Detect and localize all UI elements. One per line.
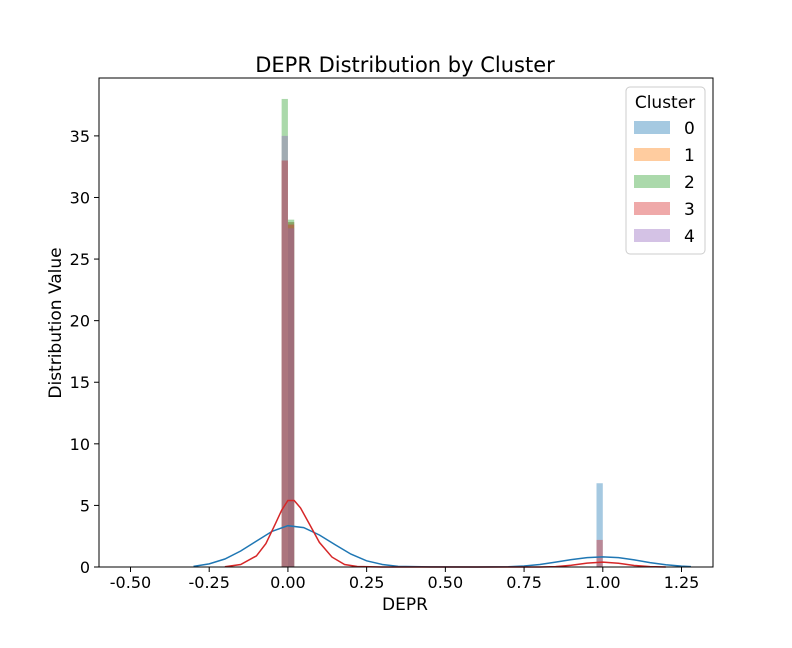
bar-cluster-0-0 bbox=[287, 222, 295, 568]
bar-cluster-1-1 bbox=[287, 222, 295, 568]
y-tick-label: 25 bbox=[70, 250, 90, 269]
bar-cluster-2-0 bbox=[281, 98, 288, 567]
y-tick-label: 35 bbox=[70, 127, 90, 146]
bar-cluster-2-1 bbox=[287, 219, 295, 567]
y-tick-label: 0 bbox=[80, 558, 90, 577]
bar-cluster-4-0 bbox=[281, 135, 288, 567]
bar-cluster-1-0 bbox=[281, 160, 288, 568]
legend-swatch-1 bbox=[634, 148, 670, 161]
legend-items: 0 1 2 3 4 bbox=[634, 119, 695, 247]
x-axis: -0.50 -0.25 0.00 0.25 0.50 0.75 1.00 1.25 bbox=[110, 567, 700, 592]
x-tick-label: 0.75 bbox=[506, 573, 542, 592]
legend-swatch-3 bbox=[634, 202, 670, 215]
y-tick-label: 5 bbox=[80, 496, 90, 515]
bar-cluster-3-2 bbox=[596, 539, 603, 567]
x-tick-label: 1.00 bbox=[585, 573, 621, 592]
y-tick-label: 20 bbox=[70, 312, 90, 331]
x-tick-label: 0.50 bbox=[428, 573, 464, 592]
y-axis: 0 5 10 15 20 25 30 35 bbox=[70, 127, 99, 577]
x-tick-label: -0.50 bbox=[110, 573, 151, 592]
legend-label-0: 0 bbox=[684, 119, 695, 139]
axes-frame bbox=[98, 77, 714, 568]
bars-layer bbox=[281, 98, 603, 568]
y-tick-label: 10 bbox=[70, 435, 90, 454]
legend-swatch-4 bbox=[634, 229, 670, 242]
bar-cluster-3-0 bbox=[281, 160, 288, 568]
kde-line-cluster-3 bbox=[224, 499, 666, 568]
bar-cluster-3-1 bbox=[287, 224, 295, 567]
legend-title: Cluster bbox=[635, 93, 695, 113]
legend-label-1: 1 bbox=[684, 146, 695, 166]
legend-label-4: 4 bbox=[684, 227, 695, 247]
x-tick-label: 0.25 bbox=[349, 573, 385, 592]
y-axis-label: Distribution Value bbox=[46, 247, 66, 398]
x-tick-label: 0.00 bbox=[270, 573, 306, 592]
bar-cluster-4-1 bbox=[287, 228, 295, 567]
y-tick-label: 30 bbox=[70, 188, 90, 207]
x-tick-label: 1.25 bbox=[664, 573, 700, 592]
legend-swatch-0 bbox=[634, 121, 670, 134]
x-axis-label: DEPR bbox=[382, 595, 428, 615]
bar-cluster-0-1 bbox=[596, 483, 603, 567]
x-tick-label: -0.25 bbox=[189, 573, 230, 592]
legend-box bbox=[625, 86, 706, 255]
legend: Cluster 0 1 2 3 4 bbox=[625, 86, 706, 255]
chart-title: DEPR Distribution by Cluster bbox=[255, 53, 555, 77]
legend-label-3: 3 bbox=[684, 200, 695, 220]
y-tick-label: 15 bbox=[70, 373, 90, 392]
legend-label-2: 2 bbox=[684, 173, 695, 193]
legend-swatch-2 bbox=[634, 175, 670, 188]
